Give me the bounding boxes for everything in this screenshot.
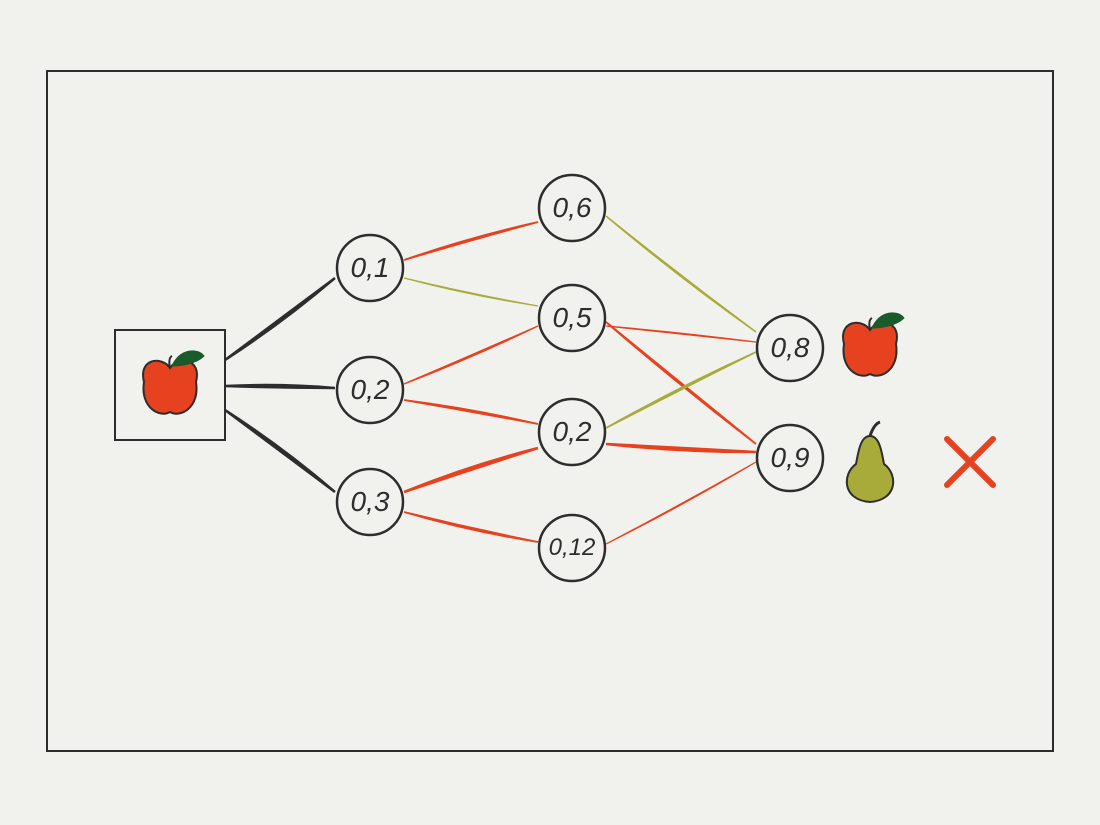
node-circle	[539, 515, 605, 581]
node-circle	[539, 399, 605, 465]
node-circle	[757, 315, 823, 381]
diagram-stage: 0,10,20,30,60,50,20,120,80,9	[0, 0, 1100, 825]
pear-icon	[847, 422, 893, 502]
apple-icon	[143, 351, 204, 414]
node-circle	[539, 175, 605, 241]
node-circle	[337, 357, 403, 423]
apple-icon	[843, 313, 904, 376]
node-circle	[337, 469, 403, 535]
node-circle	[757, 425, 823, 491]
node-circle	[337, 235, 403, 301]
node-circle	[539, 285, 605, 351]
diagram-svg	[0, 0, 1100, 825]
